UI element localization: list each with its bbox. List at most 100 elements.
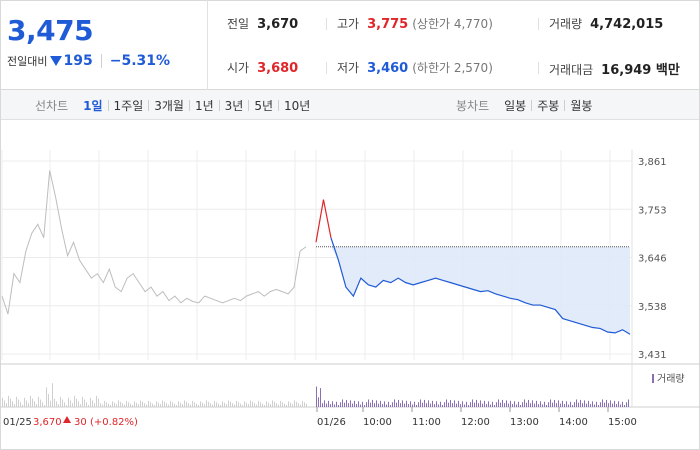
volume-bar [2, 397, 3, 407]
price-chart[interactable]: 3,861 3,753 3,646 3,538 3,431 01/26 10:00 11:0… [0, 120, 700, 450]
period-3m-button[interactable]: 3개월 [154, 98, 184, 113]
volume-bar [62, 399, 63, 407]
volume-bar [370, 402, 371, 407]
line-chart-periods: 선차트 1일 1주일 3개월 1년 3년 5년 10년 [35, 90, 315, 120]
volume-bars [2, 383, 629, 407]
volume-bar [590, 404, 591, 407]
volume-bar [142, 401, 143, 407]
volume-bar [420, 399, 421, 407]
volume-bar [458, 400, 459, 407]
volume-bar [622, 401, 623, 407]
volume-bar [34, 401, 35, 407]
volume-bar [406, 400, 407, 407]
volume-bar [174, 403, 175, 407]
period-daily-button[interactable]: 일봉 [504, 98, 527, 113]
volume-bar [434, 404, 435, 407]
volume-bar [362, 401, 363, 407]
volume-bar [522, 402, 523, 407]
period-1y-button[interactable]: 1년 [194, 98, 214, 113]
volume-bar [432, 400, 433, 407]
volume-bar [286, 405, 287, 407]
volume-bar [168, 404, 169, 407]
x-tick-label: 14:00 [559, 417, 588, 428]
volume-bar [266, 401, 267, 407]
volume-bar [44, 405, 45, 407]
period-weekly-button[interactable]: 주봉 [537, 98, 560, 113]
divider [148, 99, 150, 111]
divider [326, 62, 327, 74]
volume-bar [118, 400, 119, 407]
volume-bar [368, 399, 369, 407]
volume-bar [64, 402, 65, 407]
volume-bar [156, 401, 157, 407]
volume-bar [130, 403, 131, 407]
change-percent: −5.31% [109, 53, 171, 69]
volume-bar [24, 397, 25, 407]
volume-bar [42, 402, 43, 407]
volume-bar [186, 401, 187, 407]
candle-chart-periods: 봉차트 일봉 주봉 월봉 [456, 90, 597, 120]
period-1w-button[interactable]: 1주일 [113, 98, 144, 113]
volume-bar [372, 399, 373, 407]
volume-bar [22, 405, 23, 407]
volume-bar [296, 401, 297, 407]
volume-bar [132, 405, 133, 407]
volume-bar [280, 400, 281, 407]
volume-bar [430, 403, 431, 407]
volume-bar [616, 404, 617, 407]
volume-bar [568, 404, 569, 407]
volume-bar [56, 401, 57, 407]
volume-bar [436, 401, 437, 407]
period-5y-button[interactable]: 5년 [254, 98, 274, 113]
x-tick-label: 10:00 [363, 417, 392, 428]
period-1d-button[interactable]: 1일 [83, 98, 103, 113]
volume-bar [144, 403, 145, 407]
volume-bar [278, 404, 279, 407]
volume-bar [524, 399, 525, 407]
volume-bar [610, 400, 611, 407]
volume-bar [176, 405, 177, 407]
volume-bar [290, 402, 291, 407]
volume-bar [396, 402, 397, 407]
volume-bar [306, 403, 307, 407]
volume-bar [554, 399, 555, 407]
volume-bar [602, 399, 603, 407]
volume-bar [530, 403, 531, 407]
volume-bar [350, 400, 351, 407]
volume-bar [12, 401, 13, 407]
change-value: 195 [63, 53, 93, 69]
volume-bar [52, 383, 53, 407]
divider [564, 99, 566, 111]
volume-bar [468, 405, 469, 407]
volume-bar [476, 399, 477, 407]
volume-bar [422, 402, 423, 407]
volume-bar [492, 401, 493, 407]
stat-low: 저가 3,460 (하한가 2,570) [337, 59, 493, 76]
period-10y-button[interactable]: 10년 [284, 98, 311, 113]
period-toolbar: 선차트 1일 1주일 3개월 1년 3년 5년 10년 봉차트 일봉 주봉 월봉 [1, 90, 699, 120]
volume-bar [424, 399, 425, 407]
volume-bar [456, 403, 457, 407]
volume-bar [194, 402, 195, 407]
volume-bar [588, 400, 589, 407]
volume-bar [328, 400, 329, 407]
volume-bar [152, 403, 153, 407]
stat-prev-close: 전일 3,670 [227, 15, 298, 32]
volume-bar [304, 402, 305, 407]
stats-panel: 전일 3,670 고가 3,775 (상한가 4,770) 거래량 4,742,… [208, 0, 700, 90]
volume-bar [54, 398, 55, 407]
volume-bar [294, 400, 295, 407]
volume-bar [206, 400, 207, 407]
volume-bar [344, 402, 345, 407]
x-tick-label: 13:00 [510, 417, 539, 428]
volume-bar [134, 401, 135, 407]
stat-note: (하한가 2,570) [412, 61, 493, 75]
volume-bar [402, 400, 403, 407]
volume-bar [466, 401, 467, 407]
divider [531, 99, 533, 111]
period-3y-button[interactable]: 3년 [224, 98, 244, 113]
volume-bar [122, 403, 123, 407]
volume-bar [356, 404, 357, 407]
period-monthly-button[interactable]: 월봉 [570, 98, 593, 113]
volume-bar [148, 400, 149, 407]
